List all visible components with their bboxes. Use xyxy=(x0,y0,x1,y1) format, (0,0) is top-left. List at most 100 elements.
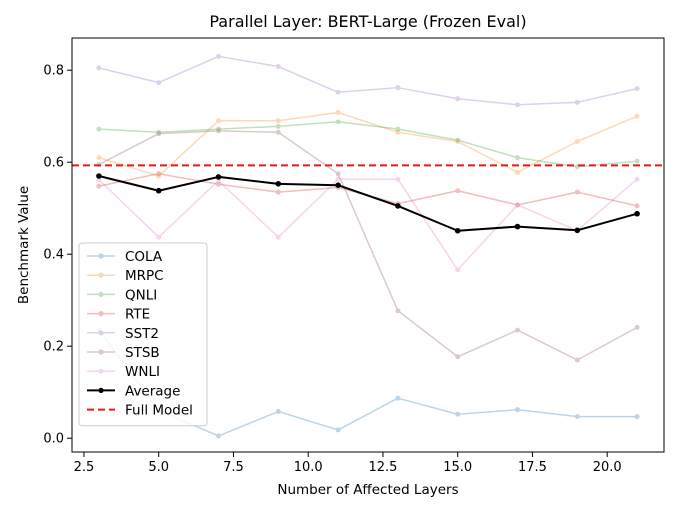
y-tick-label: 0.4 xyxy=(43,248,64,263)
legend-label: QNLI xyxy=(125,287,157,303)
x-tick-label: 2.5 xyxy=(74,460,95,475)
data-point-cola xyxy=(514,407,520,413)
data-point-mrpc xyxy=(216,118,222,124)
data-point-average xyxy=(574,227,581,234)
data-point-wnli xyxy=(156,234,162,240)
data-point-average xyxy=(454,227,461,234)
data-point-qnli xyxy=(395,126,401,132)
data-point-mrpc xyxy=(156,173,162,179)
data-point-cola xyxy=(335,427,341,433)
data-point-average xyxy=(275,181,282,187)
legend-label: Full Model xyxy=(125,403,193,419)
x-tick-label: 20.0 xyxy=(593,460,622,475)
data-point-stsb xyxy=(574,357,580,363)
data-point-sst2 xyxy=(455,96,461,102)
series-sst2 xyxy=(96,53,640,108)
legend-marker xyxy=(98,272,104,278)
data-point-qnli xyxy=(455,137,461,143)
data-point-cola xyxy=(395,395,401,401)
series-line-wnli xyxy=(98,178,638,271)
legend-marker xyxy=(98,253,104,259)
y-tick-label: 0.6 xyxy=(43,156,64,171)
data-point-sst2 xyxy=(156,80,162,86)
data-point-stsb xyxy=(156,131,162,137)
series-rte xyxy=(96,171,640,209)
y-tick-label: 0.2 xyxy=(43,340,64,355)
y-axis: 0.0 0.2 0.4 0.6 0.8 xyxy=(43,64,72,447)
data-point-mrpc xyxy=(395,129,401,135)
data-point-qnli xyxy=(96,126,102,132)
data-point-average xyxy=(155,187,162,194)
data-point-qnli xyxy=(514,155,520,161)
data-point-stsb xyxy=(335,171,341,177)
data-point-qnli xyxy=(275,123,281,129)
x-tick-label: 15.0 xyxy=(443,460,472,475)
data-point-average xyxy=(634,210,640,217)
legend-item-sst2 xyxy=(87,330,115,336)
plot-area xyxy=(72,53,664,439)
x-tick-label: 5.0 xyxy=(148,460,169,475)
x-axis: 2.5 5.0 7.5 10.0 12.5 15.0 17.5 20.0 xyxy=(74,452,622,475)
data-point-qnli xyxy=(216,126,222,132)
legend-marker xyxy=(98,291,104,297)
data-point-cola xyxy=(275,409,281,415)
legend-item-rte xyxy=(87,311,115,317)
data-point-cola xyxy=(634,414,640,420)
data-point-qnli xyxy=(156,129,162,135)
legend-label: WNLI xyxy=(125,364,160,380)
y-tick-label: 0.0 xyxy=(43,432,64,447)
data-point-cola xyxy=(574,414,580,420)
series-wnli xyxy=(96,176,640,273)
data-point-rte xyxy=(634,203,640,209)
data-point-sst2 xyxy=(216,53,222,59)
x-tick-label: 7.5 xyxy=(223,460,244,475)
data-point-stsb xyxy=(216,128,222,134)
data-point-average xyxy=(514,223,521,230)
series-mrpc xyxy=(96,110,640,179)
series-line-sst2 xyxy=(98,55,638,106)
data-point-stsb xyxy=(395,308,401,314)
data-point-wnli xyxy=(634,176,640,182)
data-point-sst2 xyxy=(96,65,102,71)
data-point-rte xyxy=(514,202,520,208)
legend-item-cola xyxy=(87,253,115,259)
legend-marker xyxy=(98,349,104,355)
data-point-rte xyxy=(216,181,222,187)
data-point-rte xyxy=(275,189,281,195)
data-point-sst2 xyxy=(514,102,520,108)
legend-item-wnli xyxy=(87,368,115,374)
legend-label: MRPC xyxy=(125,268,164,284)
data-point-qnli xyxy=(335,119,341,125)
legend-marker xyxy=(98,311,104,317)
data-point-sst2 xyxy=(634,86,640,92)
data-point-mrpc xyxy=(96,155,102,161)
data-point-cola xyxy=(216,433,222,439)
data-point-wnli xyxy=(455,267,461,273)
legend-item-average xyxy=(87,387,115,393)
data-point-sst2 xyxy=(395,85,401,91)
data-point-qnli xyxy=(634,158,640,164)
legend-marker xyxy=(98,330,104,336)
data-point-rte xyxy=(156,171,162,177)
legend-label: COLA xyxy=(125,249,163,265)
data-point-average xyxy=(335,182,341,188)
series-line-average xyxy=(98,175,638,232)
series-line-mrpc xyxy=(98,111,638,177)
data-point-wnli xyxy=(395,176,401,182)
series-stsb xyxy=(96,128,640,363)
x-tick-label: 10.0 xyxy=(294,460,323,475)
plot-frame xyxy=(71,37,665,453)
data-point-wnli xyxy=(514,202,520,208)
chart-title: Parallel Layer: BERT-Large (Frozen Eval) xyxy=(209,12,526,31)
data-point-mrpc xyxy=(275,118,281,124)
x-axis-label: Number of Affected Layers xyxy=(277,482,458,498)
legend-item-mrpc xyxy=(87,272,115,278)
y-tick-label: 0.8 xyxy=(43,64,64,79)
data-point-stsb xyxy=(455,354,461,360)
legend-label: RTE xyxy=(125,307,150,323)
legend-label: STSB xyxy=(125,345,160,361)
data-point-sst2 xyxy=(574,99,580,105)
legend: COLA MRPC QNLI RTE SST2 STSB WNLI Average Full M… xyxy=(78,242,208,427)
data-point-stsb xyxy=(275,129,281,135)
